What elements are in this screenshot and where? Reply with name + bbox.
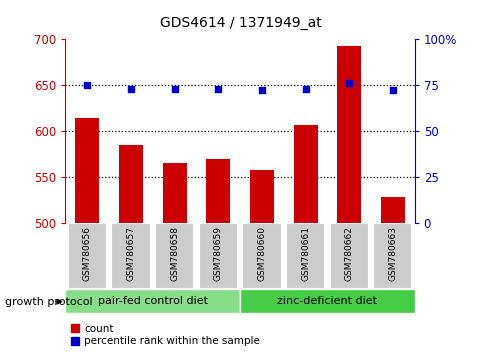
Text: GDS4614 / 1371949_at: GDS4614 / 1371949_at <box>160 16 321 30</box>
Text: GSM780661: GSM780661 <box>301 226 309 281</box>
Text: GSM780659: GSM780659 <box>213 226 222 281</box>
Bar <box>336 46 361 223</box>
Bar <box>162 163 186 223</box>
Text: GSM780662: GSM780662 <box>344 226 353 281</box>
FancyBboxPatch shape <box>65 289 240 313</box>
Point <box>345 80 352 86</box>
FancyBboxPatch shape <box>329 223 368 289</box>
FancyBboxPatch shape <box>111 223 150 289</box>
Text: GSM780658: GSM780658 <box>170 226 179 281</box>
Text: growth protocol: growth protocol <box>5 297 92 307</box>
Legend: count, percentile rank within the sample: count, percentile rank within the sample <box>71 324 259 347</box>
Bar <box>293 125 317 223</box>
FancyBboxPatch shape <box>240 289 414 313</box>
Point <box>170 86 178 91</box>
Point <box>127 86 135 91</box>
Text: GSM780656: GSM780656 <box>83 226 91 281</box>
Bar <box>249 170 273 223</box>
Text: GSM780660: GSM780660 <box>257 226 266 281</box>
Point <box>388 88 396 93</box>
FancyBboxPatch shape <box>67 223 106 289</box>
Point <box>301 86 309 91</box>
FancyBboxPatch shape <box>154 223 194 289</box>
Text: GSM780657: GSM780657 <box>126 226 135 281</box>
FancyBboxPatch shape <box>372 223 411 289</box>
Bar <box>75 118 99 223</box>
FancyBboxPatch shape <box>285 223 324 289</box>
Bar <box>380 197 404 223</box>
Bar <box>119 145 143 223</box>
Text: zinc-deficient diet: zinc-deficient diet <box>277 296 377 306</box>
Text: pair-fed control diet: pair-fed control diet <box>98 296 207 306</box>
Bar <box>206 159 230 223</box>
Point <box>83 82 91 88</box>
FancyBboxPatch shape <box>242 223 281 289</box>
Point <box>257 88 265 93</box>
FancyBboxPatch shape <box>198 223 237 289</box>
Point <box>214 86 222 91</box>
Text: GSM780663: GSM780663 <box>388 226 396 281</box>
